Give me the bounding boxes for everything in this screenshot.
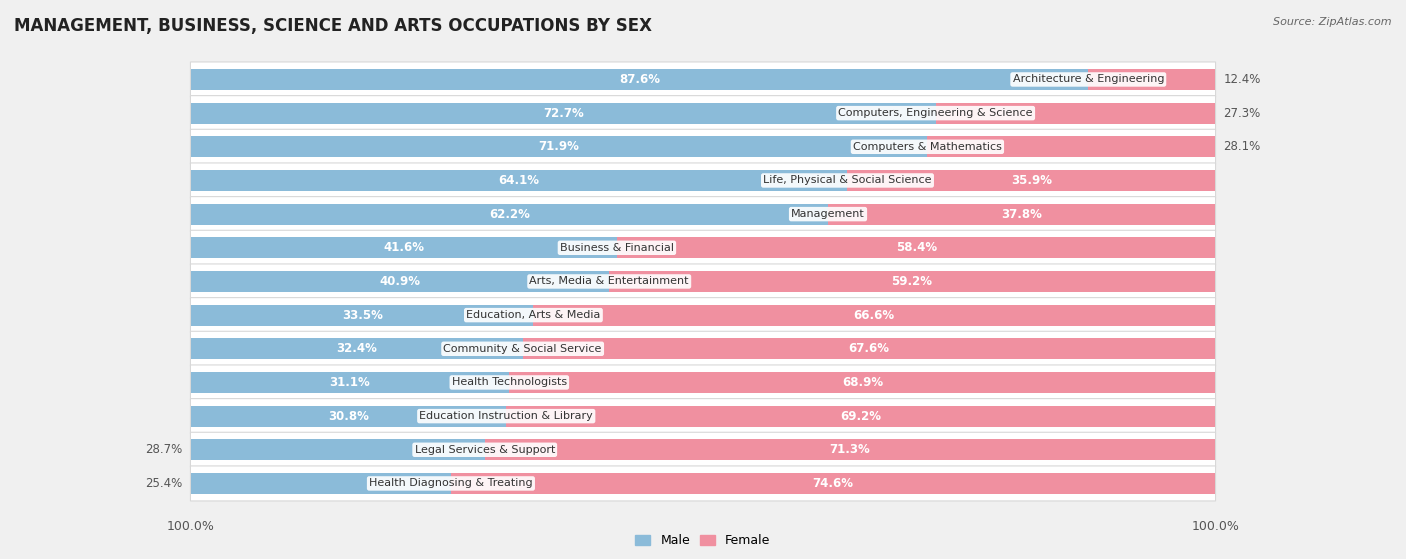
Text: 31.1%: 31.1% — [329, 376, 370, 389]
FancyBboxPatch shape — [190, 466, 1216, 501]
Text: 71.3%: 71.3% — [830, 443, 870, 456]
Bar — [191, 439, 485, 460]
Text: 66.6%: 66.6% — [853, 309, 894, 321]
Text: 59.2%: 59.2% — [891, 275, 932, 288]
Text: Life, Physical & Social Science: Life, Physical & Social Science — [763, 176, 932, 186]
FancyBboxPatch shape — [190, 432, 1216, 467]
Bar — [506, 406, 1215, 427]
Text: 35.9%: 35.9% — [1011, 174, 1052, 187]
Text: 30.8%: 30.8% — [328, 410, 368, 423]
Bar — [191, 203, 828, 225]
FancyBboxPatch shape — [190, 399, 1216, 434]
Bar — [617, 238, 1215, 258]
Text: 64.1%: 64.1% — [499, 174, 540, 187]
Text: Computers & Mathematics: Computers & Mathematics — [853, 142, 1002, 152]
FancyBboxPatch shape — [190, 163, 1216, 198]
Legend: Male, Female: Male, Female — [630, 529, 776, 552]
Bar — [191, 238, 617, 258]
Text: 28.7%: 28.7% — [145, 443, 183, 456]
Bar — [509, 372, 1215, 393]
Text: 71.9%: 71.9% — [538, 140, 579, 153]
FancyBboxPatch shape — [190, 365, 1216, 400]
FancyBboxPatch shape — [190, 331, 1216, 366]
Text: 87.6%: 87.6% — [619, 73, 659, 86]
Bar — [485, 439, 1215, 460]
Text: Business & Financial: Business & Financial — [560, 243, 673, 253]
Text: Management: Management — [792, 209, 865, 219]
FancyBboxPatch shape — [190, 62, 1216, 97]
Text: Health Technologists: Health Technologists — [451, 377, 567, 387]
Text: 12.4%: 12.4% — [1223, 73, 1261, 86]
Text: 32.4%: 32.4% — [336, 342, 377, 356]
Text: Architecture & Engineering: Architecture & Engineering — [1012, 74, 1164, 84]
Bar — [191, 136, 928, 157]
Bar — [451, 473, 1215, 494]
Bar — [523, 338, 1215, 359]
FancyBboxPatch shape — [190, 230, 1216, 266]
Bar — [191, 473, 451, 494]
Text: 67.6%: 67.6% — [848, 342, 890, 356]
Bar — [848, 170, 1215, 191]
Bar — [191, 372, 509, 393]
Bar — [1088, 69, 1215, 90]
Text: Education Instruction & Library: Education Instruction & Library — [419, 411, 593, 421]
Text: Computers, Engineering & Science: Computers, Engineering & Science — [838, 108, 1033, 118]
Text: 33.5%: 33.5% — [342, 309, 382, 321]
Bar — [935, 103, 1215, 124]
Text: Community & Social Service: Community & Social Service — [443, 344, 602, 354]
Text: 37.8%: 37.8% — [1001, 207, 1042, 221]
FancyBboxPatch shape — [190, 264, 1216, 299]
Text: 41.6%: 41.6% — [384, 241, 425, 254]
Text: 74.6%: 74.6% — [813, 477, 853, 490]
Text: Education, Arts & Media: Education, Arts & Media — [467, 310, 600, 320]
Text: Source: ZipAtlas.com: Source: ZipAtlas.com — [1274, 17, 1392, 27]
Text: Legal Services & Support: Legal Services & Support — [415, 445, 555, 455]
Bar — [928, 136, 1215, 157]
FancyBboxPatch shape — [190, 96, 1216, 131]
FancyBboxPatch shape — [190, 197, 1216, 231]
Text: 28.1%: 28.1% — [1223, 140, 1261, 153]
Text: 68.9%: 68.9% — [842, 376, 883, 389]
Bar — [609, 271, 1215, 292]
Bar — [191, 170, 848, 191]
Bar — [828, 203, 1215, 225]
Text: 72.7%: 72.7% — [543, 107, 583, 120]
Text: 40.9%: 40.9% — [380, 275, 420, 288]
Bar — [191, 271, 610, 292]
Text: Health Diagnosing & Treating: Health Diagnosing & Treating — [370, 479, 533, 489]
Text: 25.4%: 25.4% — [145, 477, 183, 490]
Bar — [191, 338, 523, 359]
Text: MANAGEMENT, BUSINESS, SCIENCE AND ARTS OCCUPATIONS BY SEX: MANAGEMENT, BUSINESS, SCIENCE AND ARTS O… — [14, 17, 652, 35]
Bar — [191, 103, 935, 124]
Bar — [191, 69, 1088, 90]
Text: 62.2%: 62.2% — [489, 207, 530, 221]
Text: 27.3%: 27.3% — [1223, 107, 1261, 120]
FancyBboxPatch shape — [190, 297, 1216, 333]
Bar — [191, 406, 506, 427]
FancyBboxPatch shape — [190, 129, 1216, 164]
Text: 69.2%: 69.2% — [841, 410, 882, 423]
Text: 58.4%: 58.4% — [896, 241, 936, 254]
Text: Arts, Media & Entertainment: Arts, Media & Entertainment — [530, 277, 689, 286]
Bar — [533, 305, 1215, 325]
Bar — [191, 305, 534, 325]
